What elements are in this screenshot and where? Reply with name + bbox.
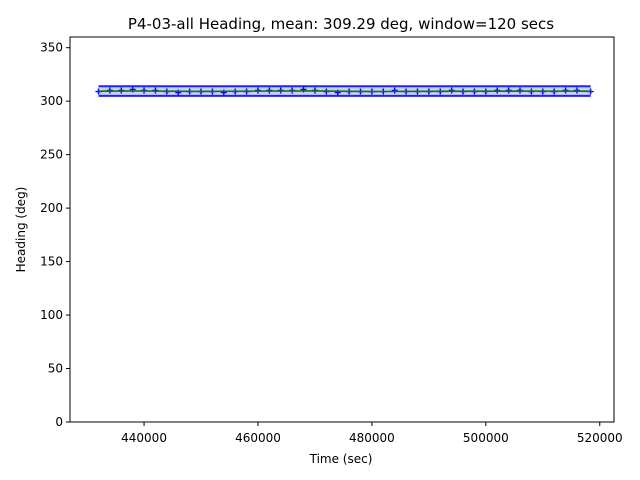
x-tick-label: 500000 [463, 431, 509, 445]
y-tick-label: 300 [40, 94, 63, 108]
x-tick-label: 520000 [577, 431, 623, 445]
y-tick-label: 50 [48, 362, 63, 376]
x-tick-label: 440000 [121, 431, 167, 445]
y-tick-label: 0 [55, 415, 63, 429]
y-tick-label: 200 [40, 201, 63, 215]
data-layer [95, 85, 594, 97]
plot-frame [69, 36, 615, 423]
x-tick-label: 480000 [349, 431, 395, 445]
windowed-mean-line [98, 90, 591, 93]
heading-point [391, 87, 398, 94]
chart-title: P4-03-all Heading, mean: 309.29 deg, win… [128, 15, 554, 33]
y-axis-ticks: 0 50 100 150 200 250 300 350 [40, 41, 70, 429]
heading-point [448, 87, 455, 94]
y-tick-label: 250 [40, 148, 63, 162]
y-tick-label: 150 [40, 255, 63, 269]
y-axis-label: Heading (deg) [14, 187, 28, 273]
x-axis-label: Time (sec) [309, 452, 373, 466]
y-tick-label: 350 [40, 41, 63, 55]
x-axis-ticks: 440000 460000 480000 500000 520000 [121, 422, 623, 445]
y-tick-label: 100 [40, 308, 63, 322]
x-tick-label: 460000 [235, 431, 281, 445]
